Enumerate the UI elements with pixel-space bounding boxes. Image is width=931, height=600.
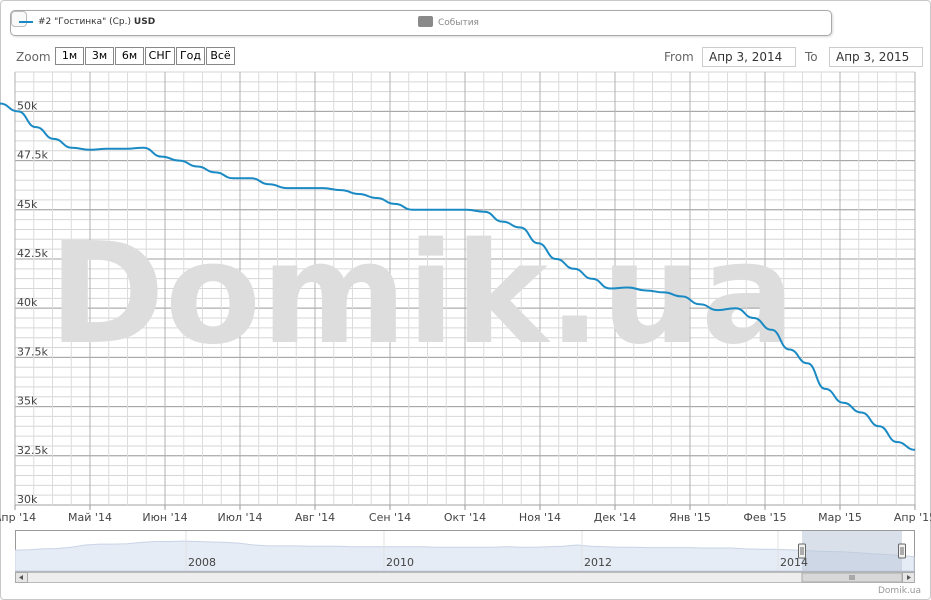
range-to-label: To xyxy=(805,50,818,64)
legend: #2 "Гостинка" (Ср.) USD События xyxy=(10,10,832,36)
navigator-year-label: 2014 xyxy=(780,556,808,569)
legend-series-label: #2 "Гостинка" (Ср.) xyxy=(38,17,132,27)
x-tick-label: Май '14 xyxy=(68,511,112,524)
zoom-label: Zoom xyxy=(16,50,51,64)
navigator-history-area xyxy=(15,540,915,572)
x-tick-label: Июл '14 xyxy=(217,511,262,524)
y-tick-label: 47.5k xyxy=(17,149,48,162)
x-tick-label: Авг '14 xyxy=(295,511,335,524)
navigator-year-label: 2012 xyxy=(584,556,612,569)
y-tick-label: 40k xyxy=(17,296,38,309)
y-tick-label: 37.5k xyxy=(17,345,48,358)
watermark-text: Domik.ua xyxy=(49,213,796,376)
range-to-input[interactable]: Апр 3, 2015 xyxy=(829,47,923,67)
x-tick-label: Фев '15 xyxy=(743,511,786,524)
legend-item-series[interactable]: #2 "Гостинка" (Ср.) USD xyxy=(19,16,155,28)
x-tick-label: Сен '14 xyxy=(369,511,411,524)
navigator[interactable]: 2008 2010 2012 2014 xyxy=(15,530,915,583)
legend-events-label: События xyxy=(438,18,479,28)
series-line xyxy=(0,102,916,451)
legend-item-events[interactable]: События xyxy=(418,16,479,29)
legend-series-unit: USD xyxy=(133,17,156,27)
x-tick-label: Апр '15 xyxy=(894,511,931,524)
zoom-cis-button[interactable]: СНГ xyxy=(145,47,175,65)
legend-corner-handle[interactable] xyxy=(11,11,27,27)
navigator-selected-range[interactable] xyxy=(802,531,902,571)
zoom-1m-button[interactable]: 1м xyxy=(55,47,84,65)
zoom-year-button[interactable]: Год xyxy=(176,47,205,65)
y-tick-label: 42.5k xyxy=(17,247,48,260)
zoom-3m-button[interactable]: 3м xyxy=(85,47,114,65)
events-box-icon xyxy=(418,16,433,27)
range-from-input[interactable]: Апр 3, 2014 xyxy=(702,47,796,67)
y-tick-label: 35k xyxy=(17,395,38,408)
navigator-right-handle[interactable] xyxy=(898,543,906,559)
x-tick-label: Мар '15 xyxy=(818,511,862,524)
arrow-right-icon xyxy=(907,575,911,580)
navigator-year-label: 2010 xyxy=(386,556,414,569)
x-tick-label: Апр '14 xyxy=(0,511,36,524)
arrow-left-icon xyxy=(19,575,23,580)
navigator-left-handle[interactable] xyxy=(798,543,806,559)
y-tick-label: 30k xyxy=(17,493,38,506)
x-tick-label: Дек '14 xyxy=(594,511,637,524)
series-line-icon xyxy=(19,20,33,23)
x-tick-label: Ноя '14 xyxy=(519,511,561,524)
range-from-label: From xyxy=(664,50,694,64)
x-tick-label: Янв '15 xyxy=(669,511,711,524)
y-tick-label: 45k xyxy=(17,198,38,211)
credits-link[interactable]: Domik.ua xyxy=(878,586,921,596)
y-tick-label: 50k xyxy=(17,99,38,112)
zoom-all-button[interactable]: Всё xyxy=(206,47,235,65)
x-tick-label: Окт '14 xyxy=(444,511,486,524)
x-tick-label: Июн '14 xyxy=(142,511,187,524)
navigator-year-label: 2008 xyxy=(188,556,216,569)
scrollbar-track[interactable] xyxy=(15,572,915,583)
zoom-6m-button[interactable]: 6м xyxy=(115,47,144,65)
y-tick-label: 32.5k xyxy=(17,444,48,457)
